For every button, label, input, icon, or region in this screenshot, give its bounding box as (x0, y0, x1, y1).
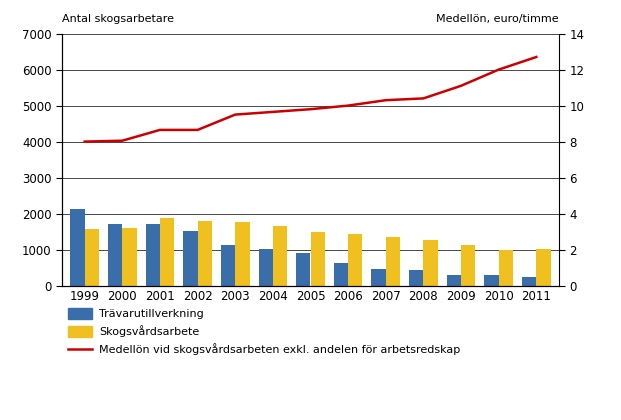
Bar (499, 249, 513, 286)
Bar (273, 226, 287, 286)
Bar (108, 224, 122, 286)
Bar (235, 221, 250, 286)
Bar (296, 253, 310, 286)
Bar (424, 239, 438, 286)
Bar (371, 269, 386, 286)
Text: Antal skogsarbetare: Antal skogsarbetare (62, 13, 174, 24)
Bar (409, 270, 424, 286)
Bar (310, 232, 325, 286)
Bar (522, 277, 537, 286)
Bar (446, 275, 461, 286)
Bar (537, 249, 551, 286)
Text: Medellön, euro/timme: Medellön, euro/timme (437, 13, 559, 24)
Bar (183, 231, 197, 286)
Bar (334, 263, 348, 286)
Bar (84, 229, 99, 286)
Legend: Trävarutillverkning, Skogsvårdsarbete, Medellön vid skogsvårdsarbeten exkl. ande: Trävarutillverkning, Skogsvårdsarbete, M… (68, 308, 460, 355)
Bar (160, 218, 175, 286)
Bar (146, 224, 160, 286)
Bar (221, 245, 235, 286)
Bar (70, 209, 84, 286)
Bar (258, 249, 273, 286)
Bar (484, 275, 499, 286)
Bar (197, 221, 212, 286)
Bar (122, 228, 137, 286)
Bar (348, 234, 363, 286)
Bar (386, 237, 400, 286)
Bar (461, 245, 475, 286)
